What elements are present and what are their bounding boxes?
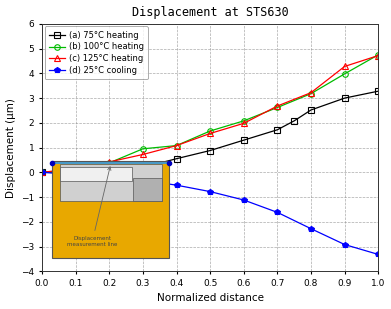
(c) 125°C heating: [174, 144, 179, 147]
(d) 25°C cooling: [140, 178, 145, 182]
(d) 25°C cooling: [39, 171, 44, 174]
(a) 75°C heating: [376, 89, 380, 93]
Title: Displacement at STS630: Displacement at STS630: [132, 6, 289, 19]
(a) 75°C heating: [342, 96, 347, 100]
(d) 25°C cooling: [107, 176, 111, 180]
(c) 125°C heating: [241, 121, 246, 125]
(a) 75°C heating: [275, 128, 280, 132]
(c) 125°C heating: [107, 160, 111, 164]
Line: (c) 125°C heating: (c) 125°C heating: [39, 53, 381, 175]
(c) 125°C heating: [275, 104, 280, 108]
Legend: (a) 75°C heating, (b) 100°C heating, (c) 125°C heating, (d) 25°C cooling: (a) 75°C heating, (b) 100°C heating, (c)…: [45, 26, 148, 79]
X-axis label: Normalized distance: Normalized distance: [157, 294, 264, 303]
(c) 125°C heating: [140, 153, 145, 156]
(a) 75°C heating: [39, 171, 44, 174]
(b) 100°C heating: [342, 72, 347, 76]
Line: (b) 100°C heating: (b) 100°C heating: [39, 52, 381, 175]
(b) 100°C heating: [308, 92, 313, 95]
(b) 100°C heating: [140, 147, 145, 151]
(a) 75°C heating: [308, 108, 313, 112]
(a) 75°C heating: [73, 169, 78, 173]
(c) 125°C heating: [39, 171, 44, 174]
(a) 75°C heating: [292, 119, 296, 123]
(b) 100°C heating: [107, 161, 111, 165]
Y-axis label: Displacement (μm): Displacement (μm): [5, 98, 16, 197]
(a) 75°C heating: [107, 168, 111, 172]
(d) 25°C cooling: [308, 227, 313, 231]
(d) 25°C cooling: [241, 198, 246, 202]
(d) 25°C cooling: [73, 173, 78, 177]
(b) 100°C heating: [73, 168, 78, 172]
(a) 75°C heating: [241, 138, 246, 142]
(a) 75°C heating: [140, 166, 145, 169]
(b) 100°C heating: [39, 171, 44, 174]
(b) 100°C heating: [208, 129, 212, 133]
Line: (d) 25°C cooling: (d) 25°C cooling: [39, 170, 381, 257]
(a) 75°C heating: [174, 157, 179, 161]
(d) 25°C cooling: [174, 183, 179, 187]
Line: (a) 75°C heating: (a) 75°C heating: [39, 88, 381, 175]
(c) 125°C heating: [73, 167, 78, 171]
(d) 25°C cooling: [376, 252, 380, 256]
(d) 25°C cooling: [208, 190, 212, 193]
(b) 100°C heating: [241, 119, 246, 123]
(c) 125°C heating: [376, 54, 380, 57]
(d) 25°C cooling: [342, 243, 347, 246]
(b) 100°C heating: [275, 106, 280, 109]
(d) 25°C cooling: [275, 210, 280, 214]
(b) 100°C heating: [376, 53, 380, 57]
(b) 100°C heating: [174, 144, 179, 147]
(a) 75°C heating: [208, 149, 212, 152]
(c) 125°C heating: [308, 91, 313, 95]
(c) 125°C heating: [342, 65, 347, 68]
(c) 125°C heating: [208, 132, 212, 135]
